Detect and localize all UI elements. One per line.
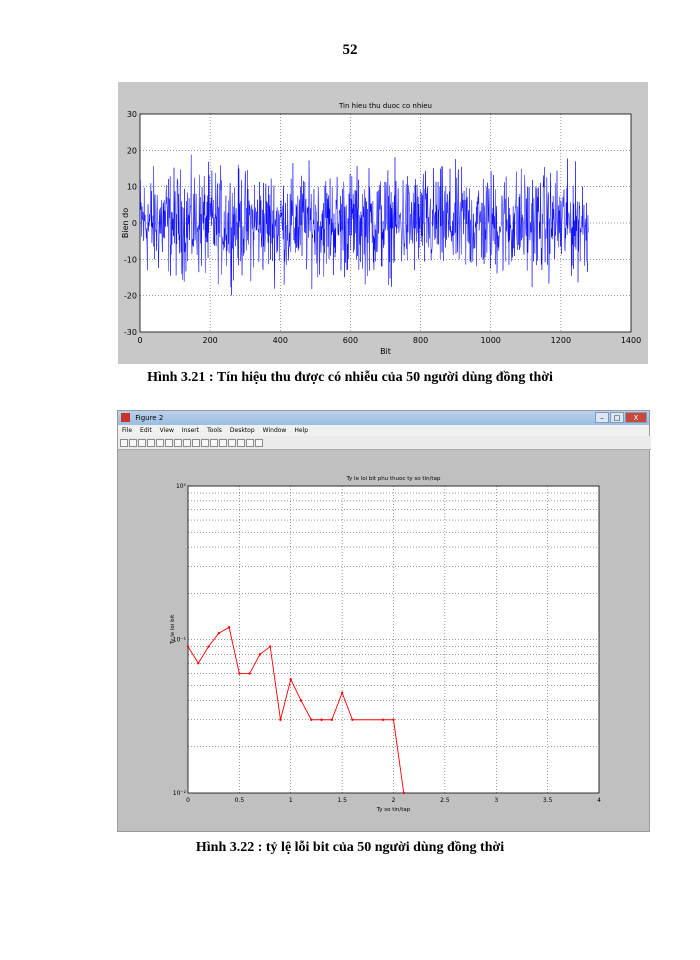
x-tick-label: 3.5 [543,797,553,804]
zoom-in-icon[interactable] [165,439,173,447]
x-tick-label: 0.5 [235,797,245,804]
y-tick-label: -10 [124,255,137,264]
brush-icon[interactable] [210,439,218,447]
x-tick-label: 0 [137,336,142,345]
ber-data-point [207,645,209,647]
show-plot-tools-icon[interactable] [255,439,263,447]
ber-data-point [197,662,199,664]
matlab-figure-window: Figure 2 – □ X File Edit View Insert Too… [117,410,650,832]
x-tick-label: 200 [203,336,218,345]
figure-1-caption: Hình 3.21 : Tín hiệu thu được có nhiễu c… [0,370,700,386]
ber-data-point [392,719,394,721]
x-tick-label: 3 [494,797,498,804]
menu-insert[interactable]: Insert [178,425,203,436]
figure-plot-area: 0 0.5 1 1.5 2 2.5 3 3.5 4 10⁰ 10⁻¹ 10⁻² Ty le loi bi… [118,450,649,831]
ber-data-point [238,672,240,674]
menu-view[interactable]: View [156,425,178,436]
window-titlebar[interactable]: Figure 2 – □ X [118,411,649,425]
menu-help[interactable]: Help [290,425,312,436]
x-axis-label: Bit [380,347,391,356]
x-tick-label: 1200 [551,336,571,345]
pan-icon[interactable] [183,439,191,447]
maximize-button[interactable]: □ [610,412,624,423]
ber-data-point [259,653,261,655]
ber-data-point [300,699,302,701]
ber-data-point [320,719,322,721]
edit-plot-icon[interactable] [156,439,164,447]
new-figure-icon[interactable] [120,439,128,447]
menu-window[interactable]: Window [259,425,291,436]
x-tick-label: 1400 [621,336,641,345]
y-tick-label: 0 [132,219,137,228]
rotate-icon[interactable] [192,439,200,447]
close-button[interactable]: X [625,412,647,423]
x-axis-label: Ty so tin/tap [376,807,411,813]
x-tick-label: 1 [289,797,293,804]
x-tick-label: 600 [343,336,358,345]
window-title: Figure 2 [135,414,163,422]
figure-received-signal: 0 200 400 600 800 1000 1200 1400 30 20 10 0 -10 -20 -3… [118,82,648,364]
x-tick-label: 0 [186,797,190,804]
x-tick-label: 400 [273,336,288,345]
zoom-out-icon[interactable] [174,439,182,447]
print-icon[interactable] [147,439,155,447]
ber-data-point [351,719,353,721]
y-tick-label: 30 [127,110,137,119]
ber-data-point [310,719,312,721]
save-icon[interactable] [138,439,146,447]
x-tick-label: 1.5 [337,797,347,804]
ber-data-point [187,645,189,647]
x-tick-label: 1000 [481,336,501,345]
ber-data-point [248,672,250,674]
open-file-icon[interactable] [129,439,137,447]
y-tick-label: -20 [124,292,137,301]
ber-data-point [331,719,333,721]
ber-data-point [403,792,405,794]
menu-file[interactable]: File [118,425,136,436]
data-cursor-icon[interactable] [201,439,209,447]
ber-data-point [228,626,230,628]
y-tick-label: 10 [127,183,137,192]
y-tick-label: 20 [127,146,137,155]
x-tick-label: 800 [413,336,428,345]
chart-title: Ty le loi bit phu thuoc ty so tin/tap [346,476,441,482]
x-tick-label: 2.5 [440,797,450,804]
y-tick-label: 10⁰ [176,483,187,490]
menu-bar: File Edit View Insert Tools Desktop Wind… [118,425,649,436]
x-tick-label: 2 [392,797,396,804]
link-icon[interactable] [219,439,227,447]
ber-data-point [279,719,281,721]
window-controls: – □ X [595,412,647,423]
hide-plot-tools-icon[interactable] [246,439,254,447]
menu-tools[interactable]: Tools [203,425,226,436]
minimize-button[interactable]: – [595,412,609,423]
y-tick-label: 10⁻² [173,790,187,797]
figure-2-caption: Hình 3.22 : tỷ lệ lỗi bit của 50 người d… [0,840,700,856]
page-number: 52 [0,42,700,59]
legend-icon[interactable] [237,439,245,447]
matlab-icon [121,413,130,422]
figure-toolbar [118,436,651,450]
chart-title: Tin hieu thu duoc co nhieu [338,102,432,110]
ber-data-point [290,678,292,680]
ber-data-point [269,645,271,647]
ber-data-point [218,632,220,634]
ber-data-point [382,719,384,721]
x-tick-label: 4 [597,797,601,804]
y-axis-label: Ty le loi bit [170,614,176,645]
ber-data-point [341,692,343,694]
received-signal-chart: 0 200 400 600 800 1000 1200 1400 30 20 10 0 -10 -20 -3… [118,82,648,364]
y-tick-label: -30 [124,328,137,337]
menu-edit[interactable]: Edit [136,425,156,436]
colorbar-icon[interactable] [228,439,236,447]
menu-desktop[interactable]: Desktop [226,425,259,436]
y-axis-label: Bien do [121,208,130,238]
